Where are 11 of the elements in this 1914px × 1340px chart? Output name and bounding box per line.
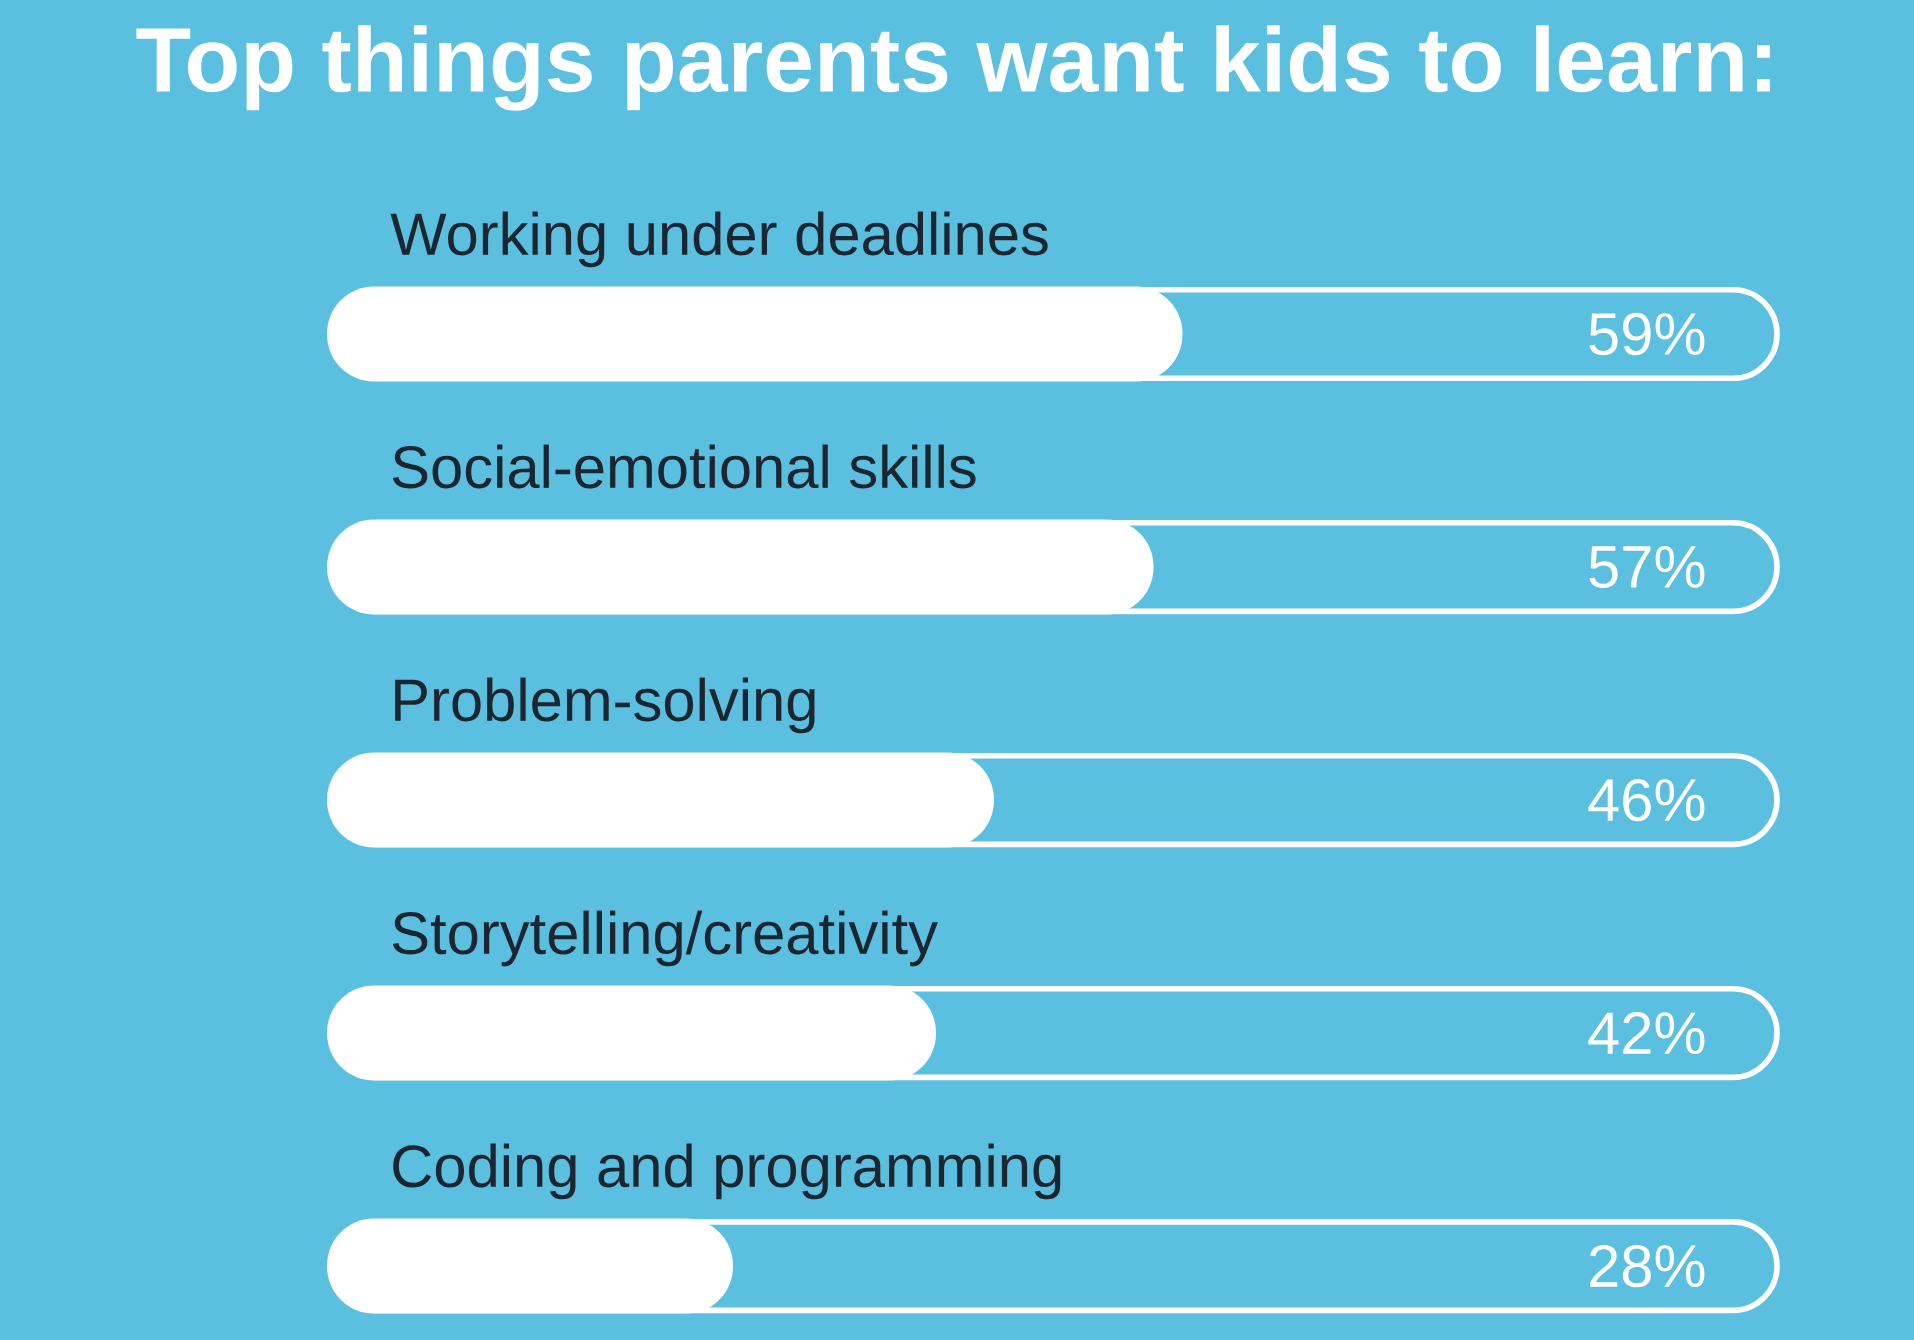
y-tick-label: Storytelling/creativity bbox=[392, 910, 938, 967]
data-label: 46% bbox=[1588, 778, 1705, 822]
y-tick-label: Social-emotional skills bbox=[392, 444, 976, 489]
y-tick-label: Working under deadlines bbox=[390, 211, 1048, 268]
y-tick-label: Problem-solving bbox=[395, 677, 815, 734]
chart-title: Top things parents want kids to learn: bbox=[136, 25, 1770, 111]
data-label: 59% bbox=[1589, 312, 1705, 356]
data-label: 28% bbox=[1590, 1244, 1705, 1288]
data-label: 57% bbox=[1589, 546, 1705, 589]
y-tick-label: Coding and programming bbox=[393, 1143, 1061, 1200]
data-label: 42% bbox=[1588, 1012, 1705, 1055]
